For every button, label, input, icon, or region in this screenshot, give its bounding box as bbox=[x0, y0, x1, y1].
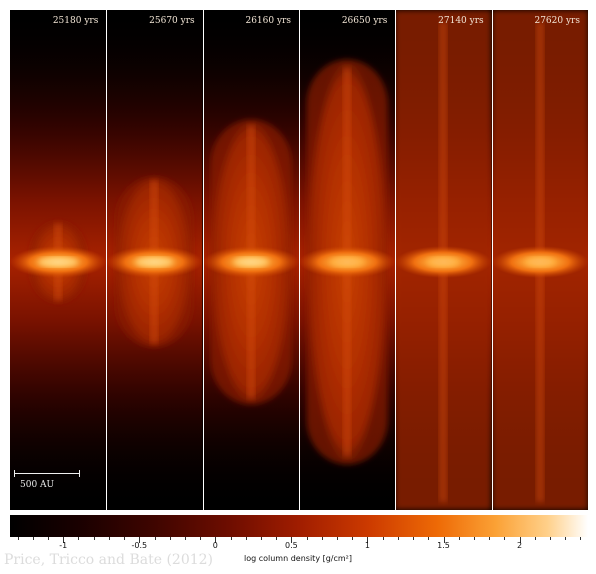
panel-divider bbox=[106, 10, 108, 510]
simulation-panels: 25180 yrs 25670 yrs 26160 yrs 26650 yrs 2714… bbox=[10, 10, 588, 510]
colorbar-minor-tick bbox=[276, 537, 278, 540]
core bbox=[135, 257, 174, 267]
panel-1: 25180 yrs bbox=[10, 10, 107, 510]
panel-time-label: 25180 yrs bbox=[52, 16, 99, 26]
credit-text: Price, Tricco and Bate (2012) bbox=[4, 552, 214, 568]
colorbar-minor-tick bbox=[413, 537, 415, 540]
core bbox=[525, 257, 554, 267]
colorbar-minor-tick bbox=[48, 537, 50, 540]
colorbar-minor-tick bbox=[489, 537, 491, 540]
panel-3: 26160 yrs bbox=[202, 10, 299, 510]
panel-4: 26650 yrs bbox=[299, 10, 396, 510]
scale-bar bbox=[14, 470, 80, 482]
colorbar-minor-tick bbox=[306, 537, 308, 540]
colorbar-tick-label: -0.5 bbox=[131, 541, 148, 550]
colorbar-tick-label: -1 bbox=[59, 541, 68, 550]
density-map bbox=[395, 10, 492, 510]
colorbar-minor-tick bbox=[184, 537, 186, 540]
colorbar-minor-tick bbox=[534, 537, 536, 540]
colorbar-minor-tick bbox=[504, 537, 506, 540]
panel-divider bbox=[202, 10, 204, 510]
density-map bbox=[106, 10, 203, 510]
colorbar-tick-label: 0 bbox=[212, 541, 218, 550]
panel-time-label: 26160 yrs bbox=[245, 16, 291, 26]
colorbar-minor-tick bbox=[32, 537, 34, 540]
colorbar-major-tick bbox=[367, 537, 369, 543]
colorbar-tick-label: 1.5 bbox=[437, 541, 450, 550]
colorbar-minor-tick bbox=[78, 537, 80, 540]
panel-divider bbox=[491, 10, 493, 510]
density-map bbox=[299, 10, 396, 510]
colorbar-minor-tick bbox=[580, 537, 582, 540]
panel-time-label: 26650 yrs bbox=[341, 16, 388, 26]
colorbar-major-tick bbox=[63, 537, 65, 543]
colorbar-minor-tick bbox=[428, 537, 430, 540]
panel-6: 27620 yrs bbox=[491, 10, 588, 510]
colorbar-minor-tick bbox=[124, 537, 126, 540]
colorbar-minor-tick bbox=[154, 537, 156, 540]
colorbar-minor-tick bbox=[321, 537, 323, 540]
colorbar-minor-tick bbox=[169, 537, 171, 540]
colorbar-minor-tick bbox=[397, 537, 399, 540]
colorbar-minor-tick bbox=[549, 537, 551, 540]
colorbar-minor-tick bbox=[458, 537, 460, 540]
colorbar-tick-label: 0.5 bbox=[285, 541, 298, 550]
panel-divider bbox=[299, 10, 300, 510]
colorbar-minor-tick bbox=[337, 537, 339, 540]
scale-bar-label: 500 AU bbox=[20, 480, 55, 490]
colorbar-minor-tick bbox=[382, 537, 384, 540]
colorbar-major-tick bbox=[215, 537, 217, 543]
panel-time-label: 27620 yrs bbox=[534, 16, 580, 26]
panel-time-label: 25670 yrs bbox=[149, 16, 195, 26]
panel-divider bbox=[395, 10, 397, 510]
core bbox=[330, 257, 364, 267]
colorbar-minor-tick bbox=[230, 537, 232, 540]
colorbar-title: log column density [g/cm²] bbox=[243, 554, 353, 563]
colorbar-major-tick bbox=[139, 537, 141, 543]
colorbar-minor-tick bbox=[245, 537, 247, 540]
colorbar-major-tick bbox=[443, 537, 445, 543]
core bbox=[38, 257, 79, 267]
density-map bbox=[202, 10, 299, 510]
colorbar-major-tick bbox=[291, 537, 293, 543]
colorbar bbox=[10, 515, 588, 537]
colorbar-minor-tick bbox=[565, 537, 567, 540]
colorbar-tick-label: 2 bbox=[517, 541, 523, 550]
panel-5: 27140 yrs bbox=[395, 10, 492, 510]
colorbar-minor-tick bbox=[93, 537, 95, 540]
colorbar-minor-tick bbox=[473, 537, 475, 540]
colorbar-minor-tick bbox=[352, 537, 354, 540]
panel-time-label: 27140 yrs bbox=[438, 16, 484, 26]
density-map bbox=[491, 10, 588, 510]
core bbox=[233, 257, 269, 267]
colorbar-tick-label: 1 bbox=[364, 541, 370, 550]
panel-2: 25670 yrs bbox=[106, 10, 203, 510]
core bbox=[428, 257, 459, 267]
colorbar-minor-tick bbox=[200, 537, 202, 540]
colorbar-minor-tick bbox=[108, 537, 110, 540]
colorbar-minor-tick bbox=[17, 537, 19, 540]
colorbar-major-tick bbox=[519, 537, 521, 543]
density-map bbox=[10, 10, 107, 510]
colorbar-minor-tick bbox=[260, 537, 262, 540]
colorbar-ticks bbox=[10, 537, 588, 545]
